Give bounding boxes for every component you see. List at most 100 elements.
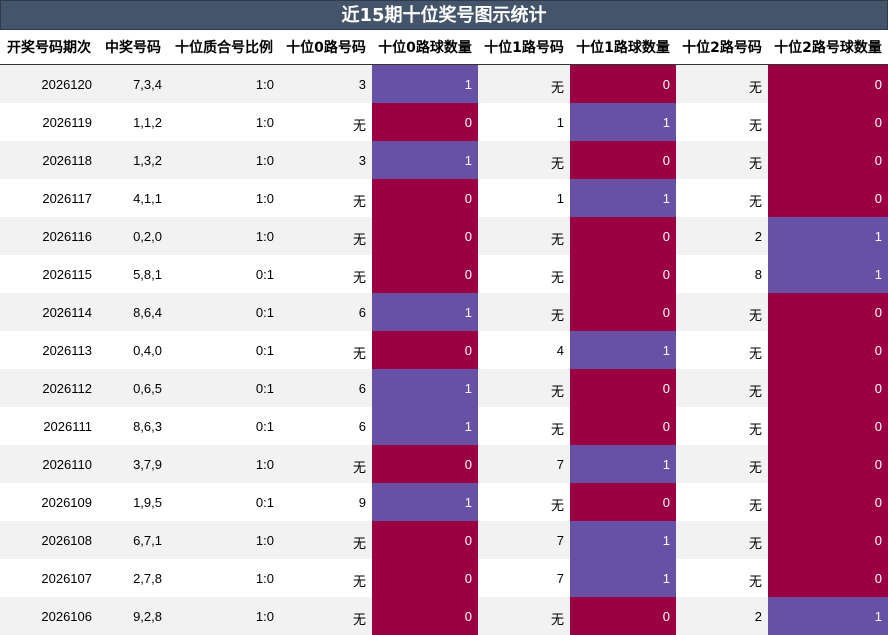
- route1-count-cell: 0: [570, 407, 676, 445]
- route2-count-cell: 0: [768, 483, 888, 521]
- route1-number-cell: 无: [478, 141, 570, 179]
- column-header: 十位0路球数量: [372, 30, 478, 65]
- ratio-cell: 0:1: [168, 255, 280, 293]
- route1-number-cell: 7: [478, 521, 570, 559]
- route2-number-cell: 无: [676, 369, 768, 407]
- route2-number-cell: 2: [676, 597, 768, 635]
- column-header: 开奖号码期次: [0, 30, 98, 65]
- winning-number-cell: 1,1,2: [98, 103, 168, 141]
- winning-number-cell: 1,3,2: [98, 141, 168, 179]
- route0-count-cell: 1: [372, 483, 478, 521]
- issue-cell: 2026116: [0, 217, 98, 255]
- winning-number-cell: 2,7,8: [98, 559, 168, 597]
- route1-count-cell: 0: [570, 369, 676, 407]
- winning-number-cell: 4,1,1: [98, 179, 168, 217]
- ratio-cell: 0:1: [168, 369, 280, 407]
- route2-number-cell: 无: [676, 293, 768, 331]
- route0-number-cell: 无: [280, 445, 372, 483]
- route2-number-cell: 无: [676, 445, 768, 483]
- route1-number-cell: 无: [478, 597, 570, 635]
- ratio-cell: 0:1: [168, 483, 280, 521]
- column-header: 十位0路号码: [280, 30, 372, 65]
- route0-count-cell: 0: [372, 445, 478, 483]
- route1-number-cell: 无: [478, 293, 570, 331]
- route1-count-cell: 0: [570, 597, 676, 635]
- route2-number-cell: 无: [676, 521, 768, 559]
- issue-cell: 2026108: [0, 521, 98, 559]
- column-header: 十位1路号码: [478, 30, 570, 65]
- route1-number-cell: 无: [478, 255, 570, 293]
- route0-number-cell: 无: [280, 179, 372, 217]
- ratio-cell: 0:1: [168, 331, 280, 369]
- route0-number-cell: 3: [280, 141, 372, 179]
- route0-count-cell: 1: [372, 141, 478, 179]
- route0-number-cell: 无: [280, 559, 372, 597]
- column-header: 十位2路号球数量: [768, 30, 888, 65]
- route2-count-cell: 1: [768, 217, 888, 255]
- route1-number-cell: 7: [478, 445, 570, 483]
- route0-count-cell: 0: [372, 255, 478, 293]
- route1-count-cell: 1: [570, 179, 676, 217]
- issue-cell: 2026115: [0, 255, 98, 293]
- route2-count-cell: 0: [768, 521, 888, 559]
- winning-number-cell: 5,8,1: [98, 255, 168, 293]
- route1-count-cell: 1: [570, 521, 676, 559]
- route0-number-cell: 无: [280, 597, 372, 635]
- route2-count-cell: 0: [768, 103, 888, 141]
- route0-number-cell: 无: [280, 521, 372, 559]
- issue-cell: 2026118: [0, 141, 98, 179]
- route2-number-cell: 无: [676, 103, 768, 141]
- column-header: 中奖号码: [98, 30, 168, 65]
- winning-number-cell: 0,4,0: [98, 331, 168, 369]
- route0-number-cell: 无: [280, 103, 372, 141]
- route1-number-cell: 4: [478, 331, 570, 369]
- winning-number-cell: 8,6,3: [98, 407, 168, 445]
- route1-number-cell: 无: [478, 483, 570, 521]
- ratio-cell: 0:1: [168, 407, 280, 445]
- route0-count-cell: 0: [372, 217, 478, 255]
- route2-count-cell: 0: [768, 445, 888, 483]
- route2-number-cell: 无: [676, 179, 768, 217]
- route0-number-cell: 6: [280, 369, 372, 407]
- route2-number-cell: 无: [676, 331, 768, 369]
- route2-count-cell: 1: [768, 597, 888, 635]
- issue-cell: 2026109: [0, 483, 98, 521]
- route0-number-cell: 无: [280, 217, 372, 255]
- stats-table: 开奖号码期次中奖号码十位质合号比例十位0路号码十位0路球数量十位1路号码十位1路…: [0, 30, 888, 635]
- route2-count-cell: 0: [768, 65, 888, 104]
- route2-count-cell: 0: [768, 293, 888, 331]
- ratio-cell: 1:0: [168, 65, 280, 104]
- route0-number-cell: 无: [280, 255, 372, 293]
- winning-number-cell: 1,9,5: [98, 483, 168, 521]
- route0-number-cell: 6: [280, 293, 372, 331]
- route1-count-cell: 0: [570, 293, 676, 331]
- issue-cell: 2026111: [0, 407, 98, 445]
- issue-cell: 2026107: [0, 559, 98, 597]
- ratio-cell: 0:1: [168, 293, 280, 331]
- issue-cell: 2026117: [0, 179, 98, 217]
- ratio-cell: 1:0: [168, 103, 280, 141]
- ratio-cell: 1:0: [168, 141, 280, 179]
- issue-cell: 2026119: [0, 103, 98, 141]
- route0-count-cell: 0: [372, 597, 478, 635]
- header-row: 开奖号码期次中奖号码十位质合号比例十位0路号码十位0路球数量十位1路号码十位1路…: [0, 30, 888, 65]
- route1-count-cell: 0: [570, 141, 676, 179]
- route0-count-cell: 0: [372, 179, 478, 217]
- route1-count-cell: 0: [570, 65, 676, 104]
- route1-count-cell: 1: [570, 103, 676, 141]
- route0-number-cell: 6: [280, 407, 372, 445]
- route2-count-cell: 0: [768, 407, 888, 445]
- route2-number-cell: 8: [676, 255, 768, 293]
- route1-count-cell: 1: [570, 331, 676, 369]
